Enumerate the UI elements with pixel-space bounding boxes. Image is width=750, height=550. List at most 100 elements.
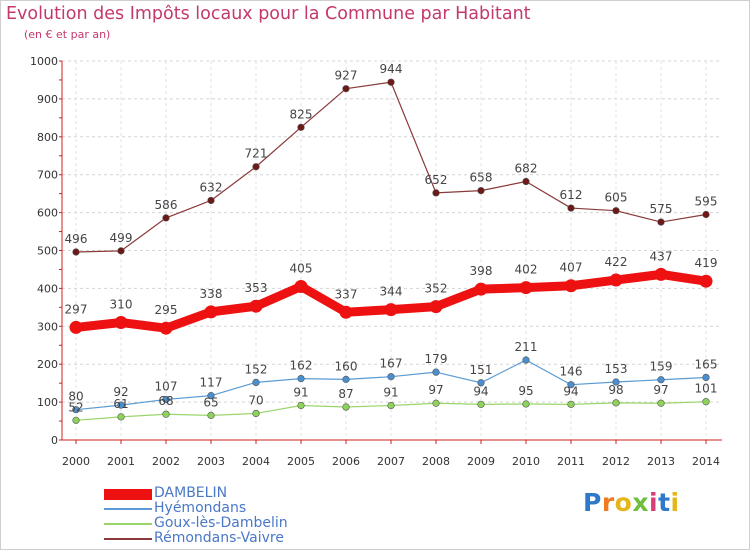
data-label-remondans-vaivre: 721 — [245, 147, 268, 161]
data-point-remondans-vaivre — [567, 204, 575, 212]
data-label-goux-les-dambelin: 94 — [563, 384, 578, 398]
legend-swatch — [104, 538, 152, 540]
data-label-remondans-vaivre: 575 — [650, 202, 673, 216]
data-label-hyemondans: 179 — [425, 352, 448, 366]
data-point-hyemondans — [612, 378, 620, 386]
data-label-hyemondans: 160 — [335, 359, 358, 373]
y-tick-label: 900 — [37, 93, 58, 106]
data-point-goux-les-dambelin — [297, 401, 305, 410]
data-label-remondans-vaivre: 499 — [110, 231, 133, 245]
data-point-goux-les-dambelin — [432, 399, 440, 407]
data-point-remondans-vaivre — [702, 210, 710, 219]
data-point-goux-les-dambelin — [612, 399, 620, 407]
data-label-dambelin: 297 — [65, 302, 88, 316]
data-point-remondans-vaivre — [162, 214, 170, 222]
data-label-hyemondans: 151 — [470, 363, 493, 377]
logo-letter: x — [632, 488, 649, 517]
data-label-dambelin: 405 — [290, 262, 313, 276]
data-point-hyemondans — [72, 406, 80, 414]
data-label-goux-les-dambelin: 91 — [383, 386, 398, 400]
data-label-hyemondans: 92 — [113, 385, 128, 399]
data-label-hyemondans: 80 — [68, 390, 83, 404]
x-tick-label: 2011 — [557, 455, 585, 468]
data-point-dambelin — [429, 300, 443, 314]
data-label-goux-les-dambelin: 91 — [293, 386, 308, 400]
data-label-remondans-vaivre: 595 — [695, 194, 718, 208]
data-label-goux-les-dambelin: 97 — [653, 383, 668, 397]
data-point-dambelin — [609, 273, 623, 287]
x-tick-label: 2006 — [332, 455, 360, 468]
data-label-dambelin: 407 — [560, 261, 583, 275]
x-tick-label: 2012 — [602, 455, 630, 468]
data-label-dambelin: 437 — [650, 249, 673, 263]
x-tick-label: 2009 — [467, 455, 495, 468]
data-point-remondans-vaivre — [522, 177, 530, 186]
data-point-remondans-vaivre — [387, 78, 395, 86]
data-label-goux-les-dambelin: 94 — [473, 384, 488, 398]
data-point-dambelin — [159, 321, 173, 335]
data-point-hyemondans — [657, 376, 665, 384]
data-point-remondans-vaivre — [117, 247, 125, 255]
proxiti-logo: Proxiti — [583, 488, 680, 517]
data-point-hyemondans — [162, 395, 170, 404]
data-label-remondans-vaivre: 682 — [515, 162, 538, 176]
y-tick-label: 400 — [37, 282, 58, 295]
data-point-hyemondans — [117, 401, 125, 409]
data-label-remondans-vaivre: 658 — [470, 171, 493, 185]
data-label-remondans-vaivre: 927 — [335, 69, 358, 83]
data-label-dambelin: 398 — [470, 264, 493, 278]
legend-swatch — [104, 508, 152, 510]
data-point-remondans-vaivre — [477, 187, 485, 195]
data-point-hyemondans — [252, 378, 260, 386]
data-point-goux-les-dambelin — [522, 400, 530, 408]
data-label-remondans-vaivre: 496 — [65, 232, 88, 246]
data-label-goux-les-dambelin: 65 — [203, 395, 218, 409]
data-point-hyemondans — [207, 392, 215, 400]
logo-letter: i — [670, 488, 680, 517]
data-label-goux-les-dambelin: 97 — [428, 383, 443, 397]
data-point-remondans-vaivre — [207, 196, 215, 205]
data-label-hyemondans: 165 — [695, 357, 718, 371]
data-label-hyemondans: 162 — [290, 359, 313, 373]
data-label-goux-les-dambelin: 61 — [113, 397, 128, 411]
logo-letter: t — [658, 488, 671, 517]
data-point-goux-les-dambelin — [342, 403, 350, 411]
data-point-goux-les-dambelin — [252, 409, 260, 418]
data-label-goux-les-dambelin: 95 — [518, 384, 533, 398]
x-tick-label: 2005 — [287, 455, 315, 468]
data-label-hyemondans: 153 — [605, 362, 628, 376]
data-label-remondans-vaivre: 944 — [380, 62, 403, 76]
data-point-dambelin — [474, 282, 488, 296]
x-tick-label: 2014 — [692, 455, 720, 468]
legend-label: Goux-lès-Dambelin — [154, 515, 288, 531]
data-point-hyemondans — [387, 373, 395, 381]
data-label-hyemondans: 152 — [245, 362, 268, 376]
x-tick-label: 2010 — [512, 455, 540, 468]
data-label-remondans-vaivre: 632 — [200, 180, 223, 194]
logo-letter: r — [601, 488, 615, 517]
data-label-dambelin: 295 — [155, 303, 178, 317]
data-label-remondans-vaivre: 586 — [155, 198, 178, 212]
x-tick-label: 2004 — [242, 455, 270, 468]
y-tick-label: 100 — [37, 396, 58, 409]
data-label-goux-les-dambelin: 98 — [608, 383, 623, 397]
legend-label: DAMBELIN — [154, 485, 228, 501]
data-point-goux-les-dambelin — [72, 416, 80, 424]
y-tick-label: 200 — [37, 358, 58, 371]
logo-letter: i — [649, 488, 659, 517]
data-point-remondans-vaivre — [432, 189, 440, 197]
data-point-goux-les-dambelin — [567, 400, 575, 408]
y-tick-label: 0 — [51, 434, 58, 447]
data-point-goux-les-dambelin — [162, 410, 170, 418]
data-label-dambelin: 337 — [335, 287, 358, 301]
logo-letter: P — [583, 488, 602, 517]
data-point-goux-les-dambelin — [117, 413, 125, 421]
y-tick-label: 800 — [37, 131, 58, 144]
data-point-dambelin — [69, 320, 83, 334]
data-label-goux-les-dambelin: 87 — [338, 387, 353, 401]
data-label-dambelin: 402 — [515, 263, 538, 277]
data-label-remondans-vaivre: 605 — [605, 191, 628, 205]
data-point-hyemondans — [477, 379, 485, 387]
y-tick-label: 1000 — [30, 55, 58, 68]
